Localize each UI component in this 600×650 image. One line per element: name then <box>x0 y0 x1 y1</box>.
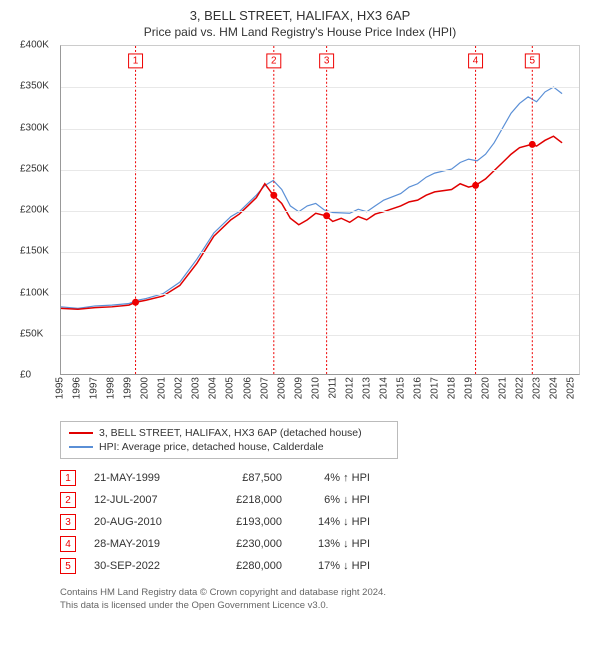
y-axis-label: £300K <box>20 122 49 133</box>
page-subtitle: Price paid vs. HM Land Registry's House … <box>10 25 590 39</box>
x-axis-label: 2005 <box>225 377 236 399</box>
sale-number-box: 3 <box>60 514 76 530</box>
sale-date: 12-JUL-2007 <box>94 494 194 506</box>
legend-label: 3, BELL STREET, HALIFAX, HX3 6AP (detach… <box>99 427 362 439</box>
y-axis-label: £200K <box>20 205 49 216</box>
sale-marker-1 <box>132 299 139 306</box>
x-axis-label: 2013 <box>361 377 372 399</box>
legend-item: HPI: Average price, detached house, Cald… <box>69 440 389 454</box>
footer-attribution: Contains HM Land Registry data © Crown c… <box>60 587 590 613</box>
sale-price: £280,000 <box>212 560 282 572</box>
y-axis-label: £0 <box>20 370 31 381</box>
sale-row: 3 20-AUG-2010 £193,000 14% ↓ HPI <box>60 511 590 533</box>
sale-hpi-diff: 6% ↓ HPI <box>300 494 370 506</box>
sale-marker-3 <box>323 212 330 219</box>
x-axis-label: 2010 <box>310 377 321 399</box>
page-title: 3, BELL STREET, HALIFAX, HX3 6AP <box>10 8 590 23</box>
sales-table: 1 21-MAY-1999 £87,500 4% ↑ HPI 2 12-JUL-2007 £… <box>60 467 590 577</box>
sale-date: 21-MAY-1999 <box>94 472 194 484</box>
y-axis-label: £250K <box>20 163 49 174</box>
x-axis-label: 1999 <box>123 377 134 399</box>
y-axis-label: £150K <box>20 246 49 257</box>
x-axis-label: 2015 <box>395 377 406 399</box>
legend-item: 3, BELL STREET, HALIFAX, HX3 6AP (detach… <box>69 426 389 440</box>
x-axis-label: 2007 <box>259 377 270 399</box>
sale-marker-3: 3 <box>324 55 330 66</box>
chart-legend: 3, BELL STREET, HALIFAX, HX3 6AP (detach… <box>60 421 398 459</box>
sale-hpi-diff: 17% ↓ HPI <box>300 560 370 572</box>
x-axis-label: 2023 <box>532 377 543 399</box>
sale-number-box: 1 <box>60 470 76 486</box>
x-axis-label: 2025 <box>566 377 577 399</box>
legend-swatch <box>69 432 93 434</box>
x-axis-label: 2017 <box>430 377 441 399</box>
sale-row: 4 28-MAY-2019 £230,000 13% ↓ HPI <box>60 533 590 555</box>
x-axis-label: 2008 <box>276 377 287 399</box>
y-axis-label: £50K <box>20 328 43 339</box>
sale-row: 5 30-SEP-2022 £280,000 17% ↓ HPI <box>60 555 590 577</box>
sale-number-box: 4 <box>60 536 76 552</box>
x-axis-label: 2024 <box>549 377 560 399</box>
sale-date: 28-MAY-2019 <box>94 538 194 550</box>
sale-hpi-diff: 14% ↓ HPI <box>300 516 370 528</box>
x-axis-label: 2022 <box>515 377 526 399</box>
sale-marker-2: 2 <box>271 55 277 66</box>
x-axis-label: 2014 <box>378 377 389 399</box>
x-axis-label: 2000 <box>140 377 151 399</box>
y-axis-label: £400K <box>20 40 49 51</box>
sale-date: 30-SEP-2022 <box>94 560 194 572</box>
x-axis-label: 2021 <box>498 377 509 399</box>
sale-date: 20-AUG-2010 <box>94 516 194 528</box>
x-axis-label: 2002 <box>174 377 185 399</box>
x-axis-label: 2009 <box>293 377 304 399</box>
x-axis-label: 2011 <box>327 377 338 399</box>
y-axis-label: £100K <box>20 287 49 298</box>
footer-line-1: Contains HM Land Registry data © Crown c… <box>60 587 590 600</box>
sale-marker-4 <box>472 182 479 189</box>
sale-number-box: 2 <box>60 492 76 508</box>
sale-number-box: 5 <box>60 558 76 574</box>
x-axis-label: 1997 <box>89 377 100 399</box>
x-axis-label: 1995 <box>55 377 66 399</box>
sale-price: £218,000 <box>212 494 282 506</box>
x-axis-label: 2001 <box>157 377 168 399</box>
x-axis-label: 2003 <box>191 377 202 399</box>
price-chart: £0£50K£100K£150K£200K£250K£300K£350K£400… <box>20 45 580 415</box>
x-axis-label: 2012 <box>344 377 355 399</box>
series-hpi <box>61 87 562 308</box>
x-axis-label: 2004 <box>208 377 219 399</box>
x-axis-label: 2016 <box>413 377 424 399</box>
x-axis-label: 2019 <box>464 377 475 399</box>
x-axis-label: 1998 <box>106 377 117 399</box>
sale-marker-2 <box>270 192 277 199</box>
legend-swatch <box>69 446 93 448</box>
x-axis-label: 2006 <box>242 377 253 399</box>
x-axis-label: 2020 <box>481 377 492 399</box>
series-property <box>61 136 562 309</box>
sale-price: £87,500 <box>212 472 282 484</box>
sale-hpi-diff: 4% ↑ HPI <box>300 472 370 484</box>
y-axis-label: £350K <box>20 81 49 92</box>
sale-marker-1: 1 <box>133 55 139 66</box>
sale-row: 1 21-MAY-1999 £87,500 4% ↑ HPI <box>60 467 590 489</box>
x-axis-label: 1996 <box>72 377 83 399</box>
sale-price: £230,000 <box>212 538 282 550</box>
legend-label: HPI: Average price, detached house, Cald… <box>99 441 324 453</box>
sale-price: £193,000 <box>212 516 282 528</box>
x-axis-label: 2018 <box>447 377 458 399</box>
footer-line-2: This data is licensed under the Open Gov… <box>60 600 590 613</box>
sale-hpi-diff: 13% ↓ HPI <box>300 538 370 550</box>
sale-marker-5: 5 <box>530 55 536 66</box>
sale-row: 2 12-JUL-2007 £218,000 6% ↓ HPI <box>60 489 590 511</box>
sale-marker-4: 4 <box>473 55 479 66</box>
sale-marker-5 <box>529 141 536 148</box>
